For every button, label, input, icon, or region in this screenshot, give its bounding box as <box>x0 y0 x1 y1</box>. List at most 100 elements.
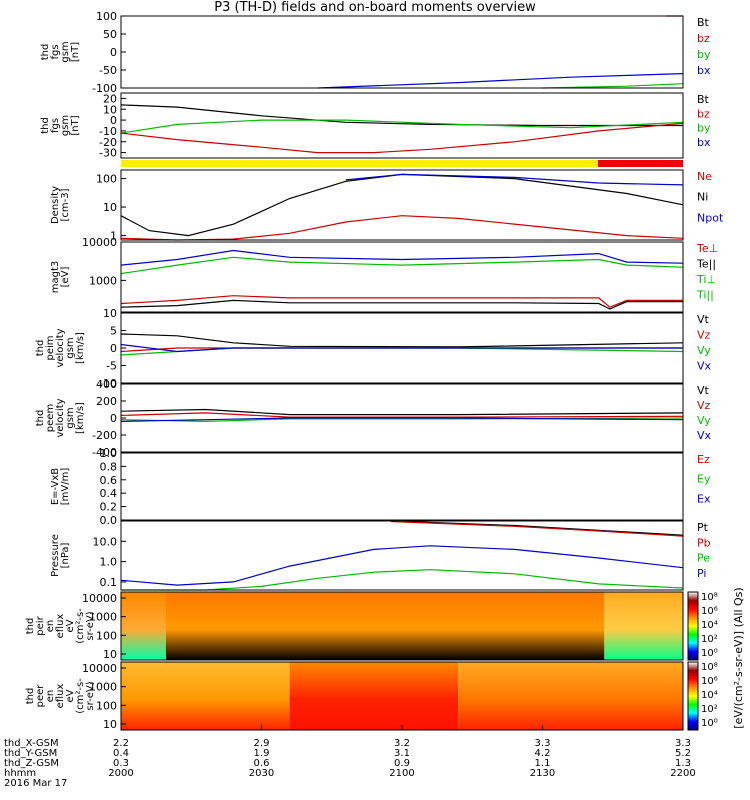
ytick-label: 400 <box>96 378 117 391</box>
legend-Vt: Vt <box>697 313 710 326</box>
panel-10: 10000 1000 100 10 thdpeerenefluxeV(cm²-s-sr-… <box>25 661 684 731</box>
legend-bx: bx <box>697 136 711 149</box>
ytick-label: 0.6 <box>100 474 118 487</box>
spectrogram-band <box>289 662 459 730</box>
colorbar-tick: 10⁴ <box>701 620 718 631</box>
ytick-label: 100 <box>96 173 117 186</box>
legend-Ni: Ni <box>697 191 708 204</box>
legend-Te||: Te|| <box>696 258 716 271</box>
ytick-label: -10 <box>99 377 117 390</box>
colorbar-upper <box>687 591 699 661</box>
colorbar-tick: 10⁰ <box>701 718 718 729</box>
legend-Ey: Ey <box>697 473 711 486</box>
ytick-label: 50 <box>103 28 117 41</box>
series-Vz <box>120 412 684 418</box>
panel-1: 100 50 0 -50 -100 thdfgsgsm[nT] Bt bz by bx <box>40 10 711 95</box>
ytick-label: 10.0 <box>93 535 118 548</box>
ylabel: thdpeirenefluxeV(cm²-s-sr-eV) <box>25 608 96 644</box>
ytick-label: 1 <box>110 230 117 243</box>
colorbar-label: [eV/(cm²-s-sr-eV)] (All Qs) <box>732 587 745 728</box>
row-label-3: hhmm <box>4 768 36 779</box>
series-Vx <box>120 417 684 422</box>
row-label-2: thd_Z-GSM <box>4 758 59 769</box>
legend-by: by <box>697 122 711 135</box>
row-value: 0.6 <box>254 758 270 769</box>
legend-Vy: Vy <box>697 414 711 427</box>
ytick-label: 10000 <box>82 236 117 249</box>
legend-Pb: Pb <box>697 536 711 549</box>
ylabel: thdfgsgsm[nT] <box>40 115 81 136</box>
series-Pt <box>390 520 684 536</box>
panel-frame <box>120 520 684 591</box>
colorbar-tick: 10² <box>701 704 718 715</box>
colorbar-tick: 10⁸ <box>701 662 718 673</box>
ylabel: magt3[eV] <box>50 261 71 294</box>
spectrogram-band <box>121 592 166 660</box>
row-value: 3.3 <box>675 738 691 749</box>
ytick-label: 10 <box>103 201 117 214</box>
ylabel: thdfgsgsm[nT] <box>40 41 81 62</box>
row-value: 3.1 <box>394 748 410 759</box>
series-Ne <box>120 215 684 241</box>
series-Te⊥ <box>120 295 683 308</box>
row-value: 2.9 <box>254 738 270 749</box>
panel-5: 10 5 0 -5 -10 thdpeimvelocitygsm[km/s] Vt Vz Vy V… <box>35 307 712 390</box>
ytick-label: -30 <box>99 147 117 160</box>
row-value: 0.3 <box>113 758 129 769</box>
series-Ti|| <box>120 256 684 275</box>
panel-frame <box>120 312 684 384</box>
ytick-label: 0.4 <box>100 487 118 500</box>
spectrogram-band <box>121 662 290 730</box>
legend-Vz: Vz <box>697 329 711 342</box>
ytick-label: 100 <box>96 10 117 23</box>
figure-title: P3 (TH-D) fields and on-board moments ov… <box>214 0 536 15</box>
ytick-label: -5 <box>106 360 117 373</box>
ytick-label: 5 <box>110 325 117 338</box>
legend-Pt: Pt <box>697 521 709 534</box>
mode-bar-slow <box>598 160 683 167</box>
panel-frame <box>120 591 684 661</box>
ylabel: thdpeemvelocitygsm[km/s] <box>35 398 86 437</box>
ytick-label: 1000 <box>89 611 117 624</box>
legend-Bt: Bt <box>697 16 710 29</box>
legend-Ne: Ne <box>697 170 712 183</box>
row-value: 5.2 <box>675 748 691 759</box>
panel-frame <box>120 169 684 241</box>
ytick-label: 0 <box>110 412 117 425</box>
legend-bz: bz <box>697 107 710 120</box>
panels: 100500-50-100thdfgsgsm[nT]Btbzbybx20100-… <box>25 10 724 731</box>
ytick-label: -10 <box>99 125 117 138</box>
ytick-label: -20 <box>99 136 117 149</box>
ytick-label: 0 <box>110 342 117 355</box>
ytick-label: 1.0 <box>100 447 118 460</box>
ytick-label: 10000 <box>82 662 117 675</box>
row-value: 0.9 <box>394 758 410 769</box>
colorbar-tick: 10⁰ <box>701 648 718 659</box>
ytick-label: 0.8 <box>100 460 118 473</box>
series-Ti⊥ <box>120 249 684 266</box>
legend-Vt: Vt <box>697 384 710 397</box>
ylabel: thdpeimvelocitygsm[km/s] <box>35 328 86 367</box>
ytick-label: 1000 <box>89 681 117 694</box>
legend-Bt: Bt <box>697 93 710 106</box>
legend-Pe: Pe <box>697 552 710 565</box>
ytick-label: 0.2 <box>100 501 118 514</box>
colorbar-tick: 10² <box>701 634 718 645</box>
ytick-label: -200 <box>92 429 117 442</box>
row-value: 1.1 <box>535 758 551 769</box>
legend-bx: bx <box>697 64 711 77</box>
row-value: 2.2 <box>113 738 129 749</box>
ytick-label: -50 <box>99 64 117 77</box>
date-label: 2016 Mar 17 <box>4 778 67 789</box>
ylabel: Density[cm-3] <box>50 186 71 224</box>
colorbars: 10⁸ 10⁶ 10⁴ 10² 10⁰ 10⁸ 10⁶ 10⁴ 10² 10⁰ [eV/(cm²-s… <box>687 587 745 731</box>
series-Pe <box>121 569 684 591</box>
spectrogram-band <box>458 662 683 730</box>
legend-Ti⊥: Ti⊥ <box>696 273 716 286</box>
panel-7: 1.00.80.60.40.20.0 E=-VxB[mV/m] Ez Ey Ex <box>50 447 711 527</box>
ytick-label: 100 <box>96 629 117 642</box>
mode-bar-fast <box>121 160 598 167</box>
row-value: 2200 <box>670 768 695 779</box>
